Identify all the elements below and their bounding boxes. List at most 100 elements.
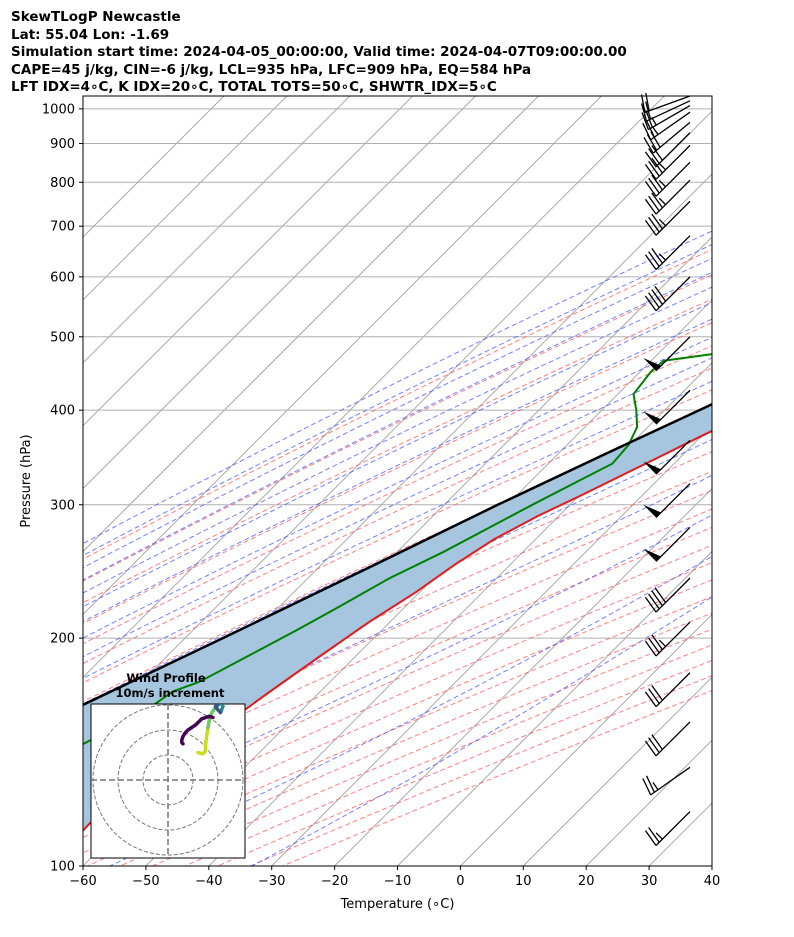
x-tick-label: 40 <box>704 874 721 889</box>
x-tick-label: 0 <box>456 874 464 889</box>
barb-feather <box>648 737 660 754</box>
barb-half-feather <box>652 781 659 791</box>
isotherm-line <box>145 299 712 866</box>
y-tick-label: 1000 <box>42 102 75 117</box>
moist-adiabat <box>83 286 712 594</box>
barb-feather <box>645 101 652 120</box>
y-tick-label: 300 <box>50 498 75 513</box>
barb-feather <box>640 103 648 122</box>
barb-feather <box>645 775 655 793</box>
barb-feather <box>644 640 657 657</box>
barb-half-feather <box>658 639 667 647</box>
barb-feather <box>654 587 667 603</box>
barb-feather <box>654 286 667 302</box>
y-tick-label: 400 <box>50 404 75 419</box>
barb-feather <box>648 292 660 308</box>
barb-half-feather <box>651 117 657 126</box>
y-tick-label: 100 <box>50 860 75 875</box>
barb-feather <box>644 181 657 197</box>
wind-barb <box>644 811 691 846</box>
barb-feather <box>644 220 657 236</box>
isotherm-line <box>271 424 712 866</box>
barb-shaft <box>650 111 691 141</box>
wind-barb <box>644 577 691 613</box>
barb-pennant <box>643 411 662 425</box>
barb-shaft <box>655 439 691 475</box>
y-tick-label: 200 <box>50 632 75 647</box>
dry-adiabat <box>282 690 712 866</box>
barb-feather <box>651 734 663 750</box>
moist-adiabat <box>83 271 712 581</box>
barb-shaft <box>646 100 691 122</box>
barb-shaft <box>655 621 691 657</box>
barb-feather <box>644 198 657 215</box>
y-tick-label: 500 <box>50 330 75 345</box>
barb-feather <box>648 688 660 704</box>
barb-feather <box>640 94 646 113</box>
x-tick-label: −30 <box>258 874 285 889</box>
wind-barb <box>641 105 691 131</box>
header-times: Simulation start time: 2024-04-05_00:00:… <box>11 44 627 60</box>
isotherm-line <box>83 96 414 427</box>
wind-barb <box>644 621 691 657</box>
x-tick-label: −10 <box>384 874 411 889</box>
barb-shaft <box>655 235 691 271</box>
y-tick-label: 600 <box>50 270 75 285</box>
dry-adiabat <box>83 579 712 854</box>
barb-shaft <box>655 811 691 846</box>
wind-barb <box>640 100 691 122</box>
moist-adiabat <box>83 474 712 773</box>
barb-feather <box>651 248 663 264</box>
moist-adiabat <box>83 318 712 623</box>
wind-barb <box>644 200 691 236</box>
dry-adiabat <box>119 612 712 866</box>
barb-shaft <box>655 132 691 168</box>
barb-pennant <box>643 358 662 371</box>
isotherm-line <box>711 865 712 866</box>
barb-feather <box>643 137 654 154</box>
x-tick-label: −20 <box>321 874 348 889</box>
barb-half-feather <box>652 126 659 135</box>
barb-shaft <box>655 161 691 197</box>
barb-feather <box>648 827 660 843</box>
isotherm-line <box>83 96 602 616</box>
barb-shaft <box>655 672 691 708</box>
barb-shaft <box>655 179 691 215</box>
barb-feather <box>645 110 653 128</box>
hodograph-subtitle: 10m/s increment <box>116 686 225 700</box>
wind-barb <box>643 336 691 372</box>
wind-barb <box>643 526 691 562</box>
barb-feather <box>642 778 652 796</box>
wind-barb <box>644 179 691 215</box>
wind-barb <box>644 721 691 757</box>
y-tick-label: 800 <box>50 176 75 191</box>
barb-shaft <box>655 389 691 425</box>
isotherm-line <box>83 96 351 364</box>
barb-feather <box>651 192 663 209</box>
hodo-trace <box>180 714 215 746</box>
barb-feather <box>646 134 658 151</box>
barb-feather <box>651 685 663 701</box>
barb-shaft <box>655 526 691 562</box>
dry-adiabat <box>83 367 712 665</box>
wind-barb <box>643 439 691 475</box>
barb-shaft <box>655 200 691 236</box>
hodo-trace <box>213 704 223 715</box>
barb-half-feather <box>658 197 667 206</box>
wind-barb <box>644 276 691 312</box>
x-tick-label: −60 <box>69 874 96 889</box>
barb-feather <box>648 195 660 212</box>
y-axis-label: Pressure (hPa) <box>19 434 34 527</box>
moist-adiabat <box>83 257 712 569</box>
x-axis-label: Temperature (∘C) <box>340 897 455 912</box>
barb-feather <box>644 295 657 312</box>
barb-feather <box>644 151 657 168</box>
dry-adiabat <box>83 345 712 645</box>
dry-adiabat <box>87 596 712 866</box>
wind-barb <box>644 235 691 271</box>
barb-shaft <box>655 144 691 180</box>
hodo-trace <box>196 725 210 756</box>
barb-feather <box>644 691 657 708</box>
barb-feather <box>648 216 660 233</box>
